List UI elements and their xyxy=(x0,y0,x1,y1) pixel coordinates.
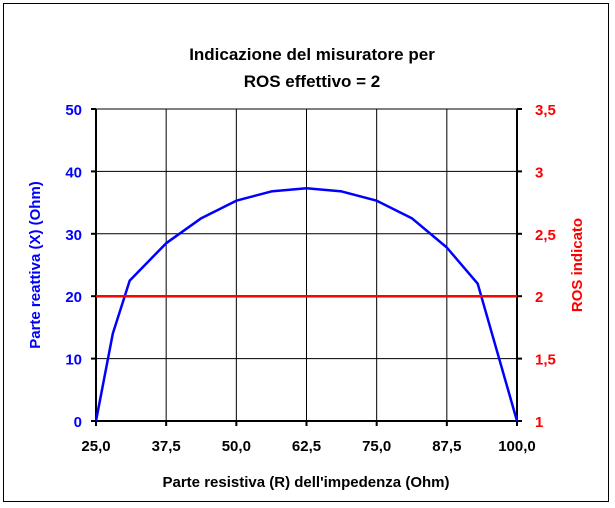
right-tick-label: 2 xyxy=(535,289,543,306)
x-axis-ticks: 25,0 37,5 50,0 62,5 75,0 87,5 100,0 xyxy=(81,421,536,455)
chart-title-line-2: ROS effettivo = 2 xyxy=(244,72,381,91)
series-layer xyxy=(94,186,519,422)
x-tick-label: 87,5 xyxy=(432,438,461,455)
left-axis-ticks: 0 10 20 30 40 50 xyxy=(65,102,96,431)
chart-title-line-1: Indicazione del misuratore per xyxy=(189,45,435,64)
left-tick-label: 40 xyxy=(65,164,82,181)
reactance-curve xyxy=(94,186,519,422)
left-tick-label: 0 xyxy=(74,414,82,431)
right-tick-label: 1,5 xyxy=(535,352,556,369)
right-tick-label: 3 xyxy=(535,164,543,181)
x-tick-label: 100,0 xyxy=(498,438,536,455)
x-tick-label: 25,0 xyxy=(81,438,110,455)
right-tick-label: 1 xyxy=(535,414,543,431)
grid-lines xyxy=(96,109,517,421)
x-tick-label: 62,5 xyxy=(292,438,321,455)
x-tick-label: 50,0 xyxy=(222,438,251,455)
y-left-axis-label: Parte reattiva (X) (Ohm) xyxy=(27,181,44,349)
right-tick-label: 3,5 xyxy=(535,102,556,119)
x-axis-label: Parte resistiva (R) dell'impedenza (Ohm) xyxy=(163,474,450,491)
left-tick-label: 30 xyxy=(65,227,82,244)
x-tick-label: 37,5 xyxy=(152,438,181,455)
left-tick-label: 10 xyxy=(65,352,82,369)
y-right-axis-label: ROS indicato xyxy=(569,218,586,312)
right-tick-label: 2,5 xyxy=(535,227,556,244)
right-axis-ticks: 1 1,5 2 2,5 3 3,5 xyxy=(517,102,556,431)
x-tick-label: 75,0 xyxy=(362,438,391,455)
left-tick-label: 20 xyxy=(65,289,82,306)
left-tick-label: 50 xyxy=(65,102,82,119)
